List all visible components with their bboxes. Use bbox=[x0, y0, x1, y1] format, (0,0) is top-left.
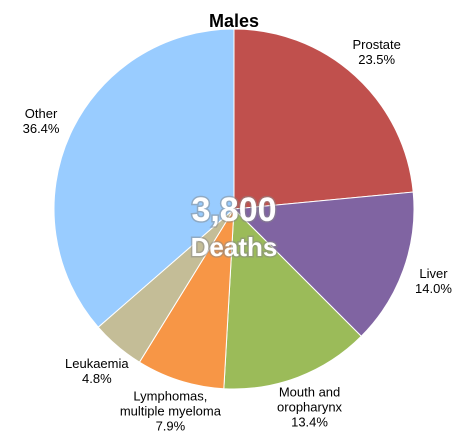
slice-name: Prostate bbox=[352, 37, 401, 53]
slice-label: Other 36.4% bbox=[23, 106, 60, 136]
slice-name: Mouth and oropharynx bbox=[277, 384, 343, 415]
chart-title: Males bbox=[209, 11, 259, 31]
slice-value: 14.0% bbox=[415, 280, 452, 296]
slice-value: 13.4% bbox=[291, 414, 328, 430]
slice-name: Lymphomas, multiple myeloma bbox=[119, 388, 221, 419]
slices bbox=[53, 28, 415, 390]
pie-slice bbox=[53, 28, 235, 328]
slice-name: Other bbox=[24, 106, 58, 122]
slice-label: Lymphomas, multiple myeloma 7.9% bbox=[120, 389, 221, 434]
pie-slice bbox=[233, 28, 414, 210]
pie-slice bbox=[232, 191, 415, 337]
slice-label: Leukaemia 4.8% bbox=[65, 356, 129, 386]
slice-value: 36.4% bbox=[22, 121, 60, 137]
slice-label: Liver 14.0% bbox=[415, 266, 452, 296]
slice-name: Leukaemia bbox=[65, 355, 129, 371]
slice-value: 4.8% bbox=[81, 370, 112, 386]
pie-slice bbox=[223, 207, 362, 390]
center-value: 3,800 bbox=[191, 191, 276, 229]
slice-label: Mouth and oropharynx 13.4% bbox=[277, 385, 342, 430]
center-caption: Deaths bbox=[191, 232, 278, 262]
slice-value: 7.9% bbox=[155, 418, 186, 434]
slice-label: Prostate 23.5% bbox=[352, 37, 400, 67]
slice-name: Liver bbox=[419, 265, 448, 281]
slice-value: 23.5% bbox=[358, 52, 396, 68]
